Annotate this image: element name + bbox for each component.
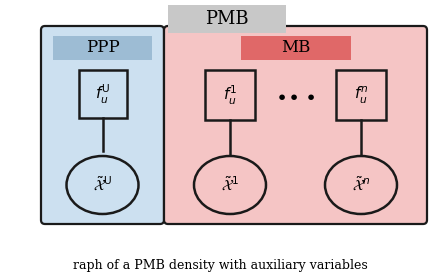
Text: $\bullet\!\bullet\!\bullet$: $\bullet\!\bullet\!\bullet$ bbox=[275, 85, 315, 104]
Ellipse shape bbox=[66, 156, 139, 214]
Text: $f_{\mathit{u}}^{n}$: $f_{\mathit{u}}^{n}$ bbox=[354, 85, 368, 106]
Bar bbox=[205, 70, 255, 120]
Bar bbox=[336, 70, 386, 120]
Text: MB: MB bbox=[281, 39, 310, 57]
Text: $f_{\mathit{u}}^{1}$: $f_{\mathit{u}}^{1}$ bbox=[223, 83, 237, 107]
Text: $\tilde{\mathcal{X}}^{\mathrm{U}}$: $\tilde{\mathcal{X}}^{\mathrm{U}}$ bbox=[93, 176, 112, 194]
Ellipse shape bbox=[325, 156, 397, 214]
Text: $\tilde{\mathcal{X}}^{1}$: $\tilde{\mathcal{X}}^{1}$ bbox=[221, 176, 239, 194]
FancyBboxPatch shape bbox=[53, 36, 152, 60]
Text: $f_{\mathit{u}}^{\mathrm{U}}$: $f_{\mathit{u}}^{\mathrm{U}}$ bbox=[95, 82, 110, 106]
Ellipse shape bbox=[194, 156, 266, 214]
FancyBboxPatch shape bbox=[168, 5, 286, 33]
Bar bbox=[78, 70, 127, 118]
FancyBboxPatch shape bbox=[164, 26, 427, 224]
Text: $\tilde{\mathcal{X}}^{n}$: $\tilde{\mathcal{X}}^{n}$ bbox=[352, 176, 370, 194]
Text: PPP: PPP bbox=[86, 39, 119, 57]
Text: raph of a PMB density with auxiliary variables: raph of a PMB density with auxiliary var… bbox=[73, 258, 367, 272]
Text: PMB: PMB bbox=[205, 10, 249, 28]
FancyBboxPatch shape bbox=[41, 26, 164, 224]
FancyBboxPatch shape bbox=[241, 36, 351, 60]
